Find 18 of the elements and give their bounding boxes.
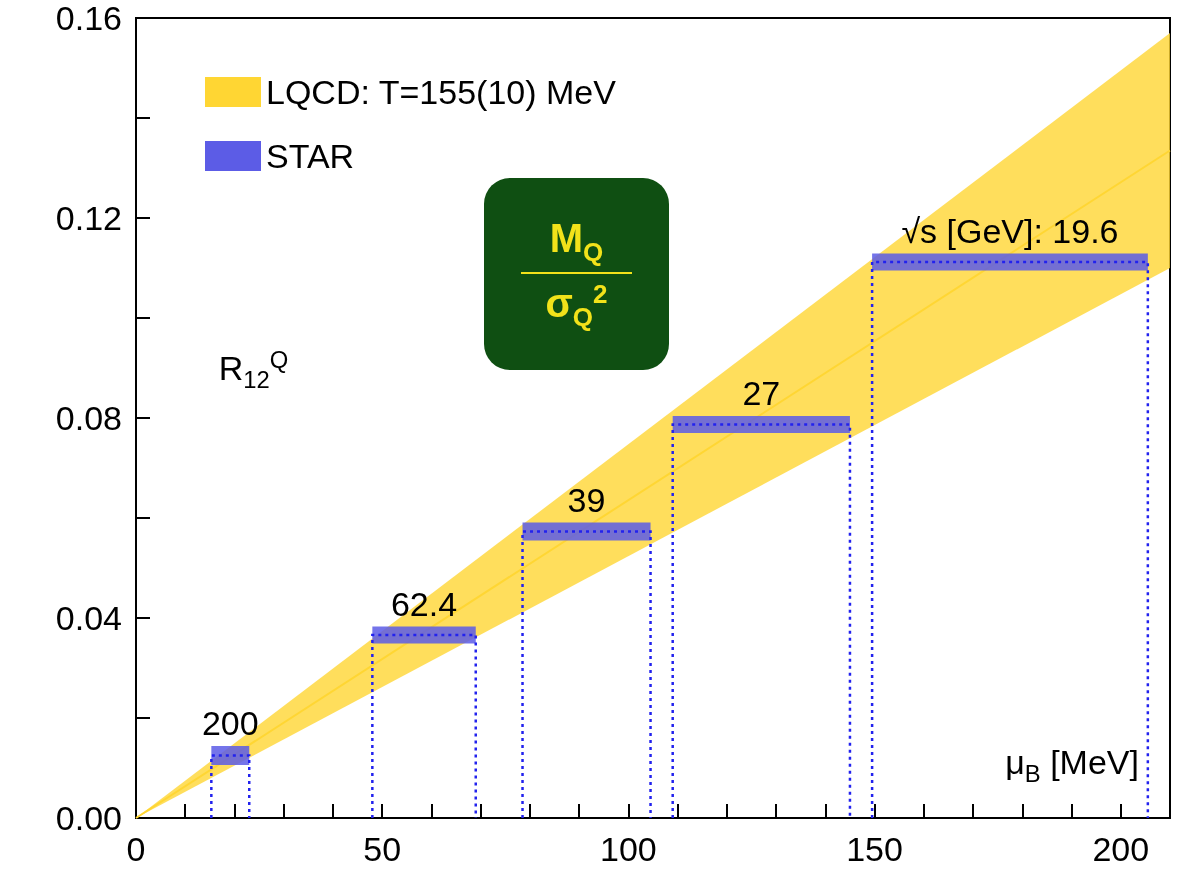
x-tick-label: 0 [126, 830, 146, 868]
annotation: M$_{Q}$ [549, 215, 604, 267]
annotation: 200 [201, 704, 259, 742]
x-tick-label: 150 [846, 830, 903, 868]
x-axis-title: μ$_{B}$ [MeV] [1005, 743, 1139, 788]
y-tick-label: 0.04 [55, 599, 122, 637]
y-tick-label: 0.08 [55, 399, 122, 437]
y-tick-label: 0.16 [55, 0, 122, 37]
legend-label: LQCD: T=155(10) MeV [266, 73, 617, 111]
x-tick-label: 200 [1092, 830, 1150, 868]
x-tick-label: 100 [600, 830, 657, 868]
y-tick-label: 0.12 [55, 199, 122, 237]
legend-label: STAR [266, 137, 355, 175]
annotation: √s [GeV]: 19.6 [901, 211, 1119, 250]
y-tick-label: 0.00 [55, 799, 122, 837]
annotation: 27 [742, 374, 781, 412]
annotation: 39 [567, 480, 606, 519]
x-tick-label: 50 [363, 830, 402, 868]
